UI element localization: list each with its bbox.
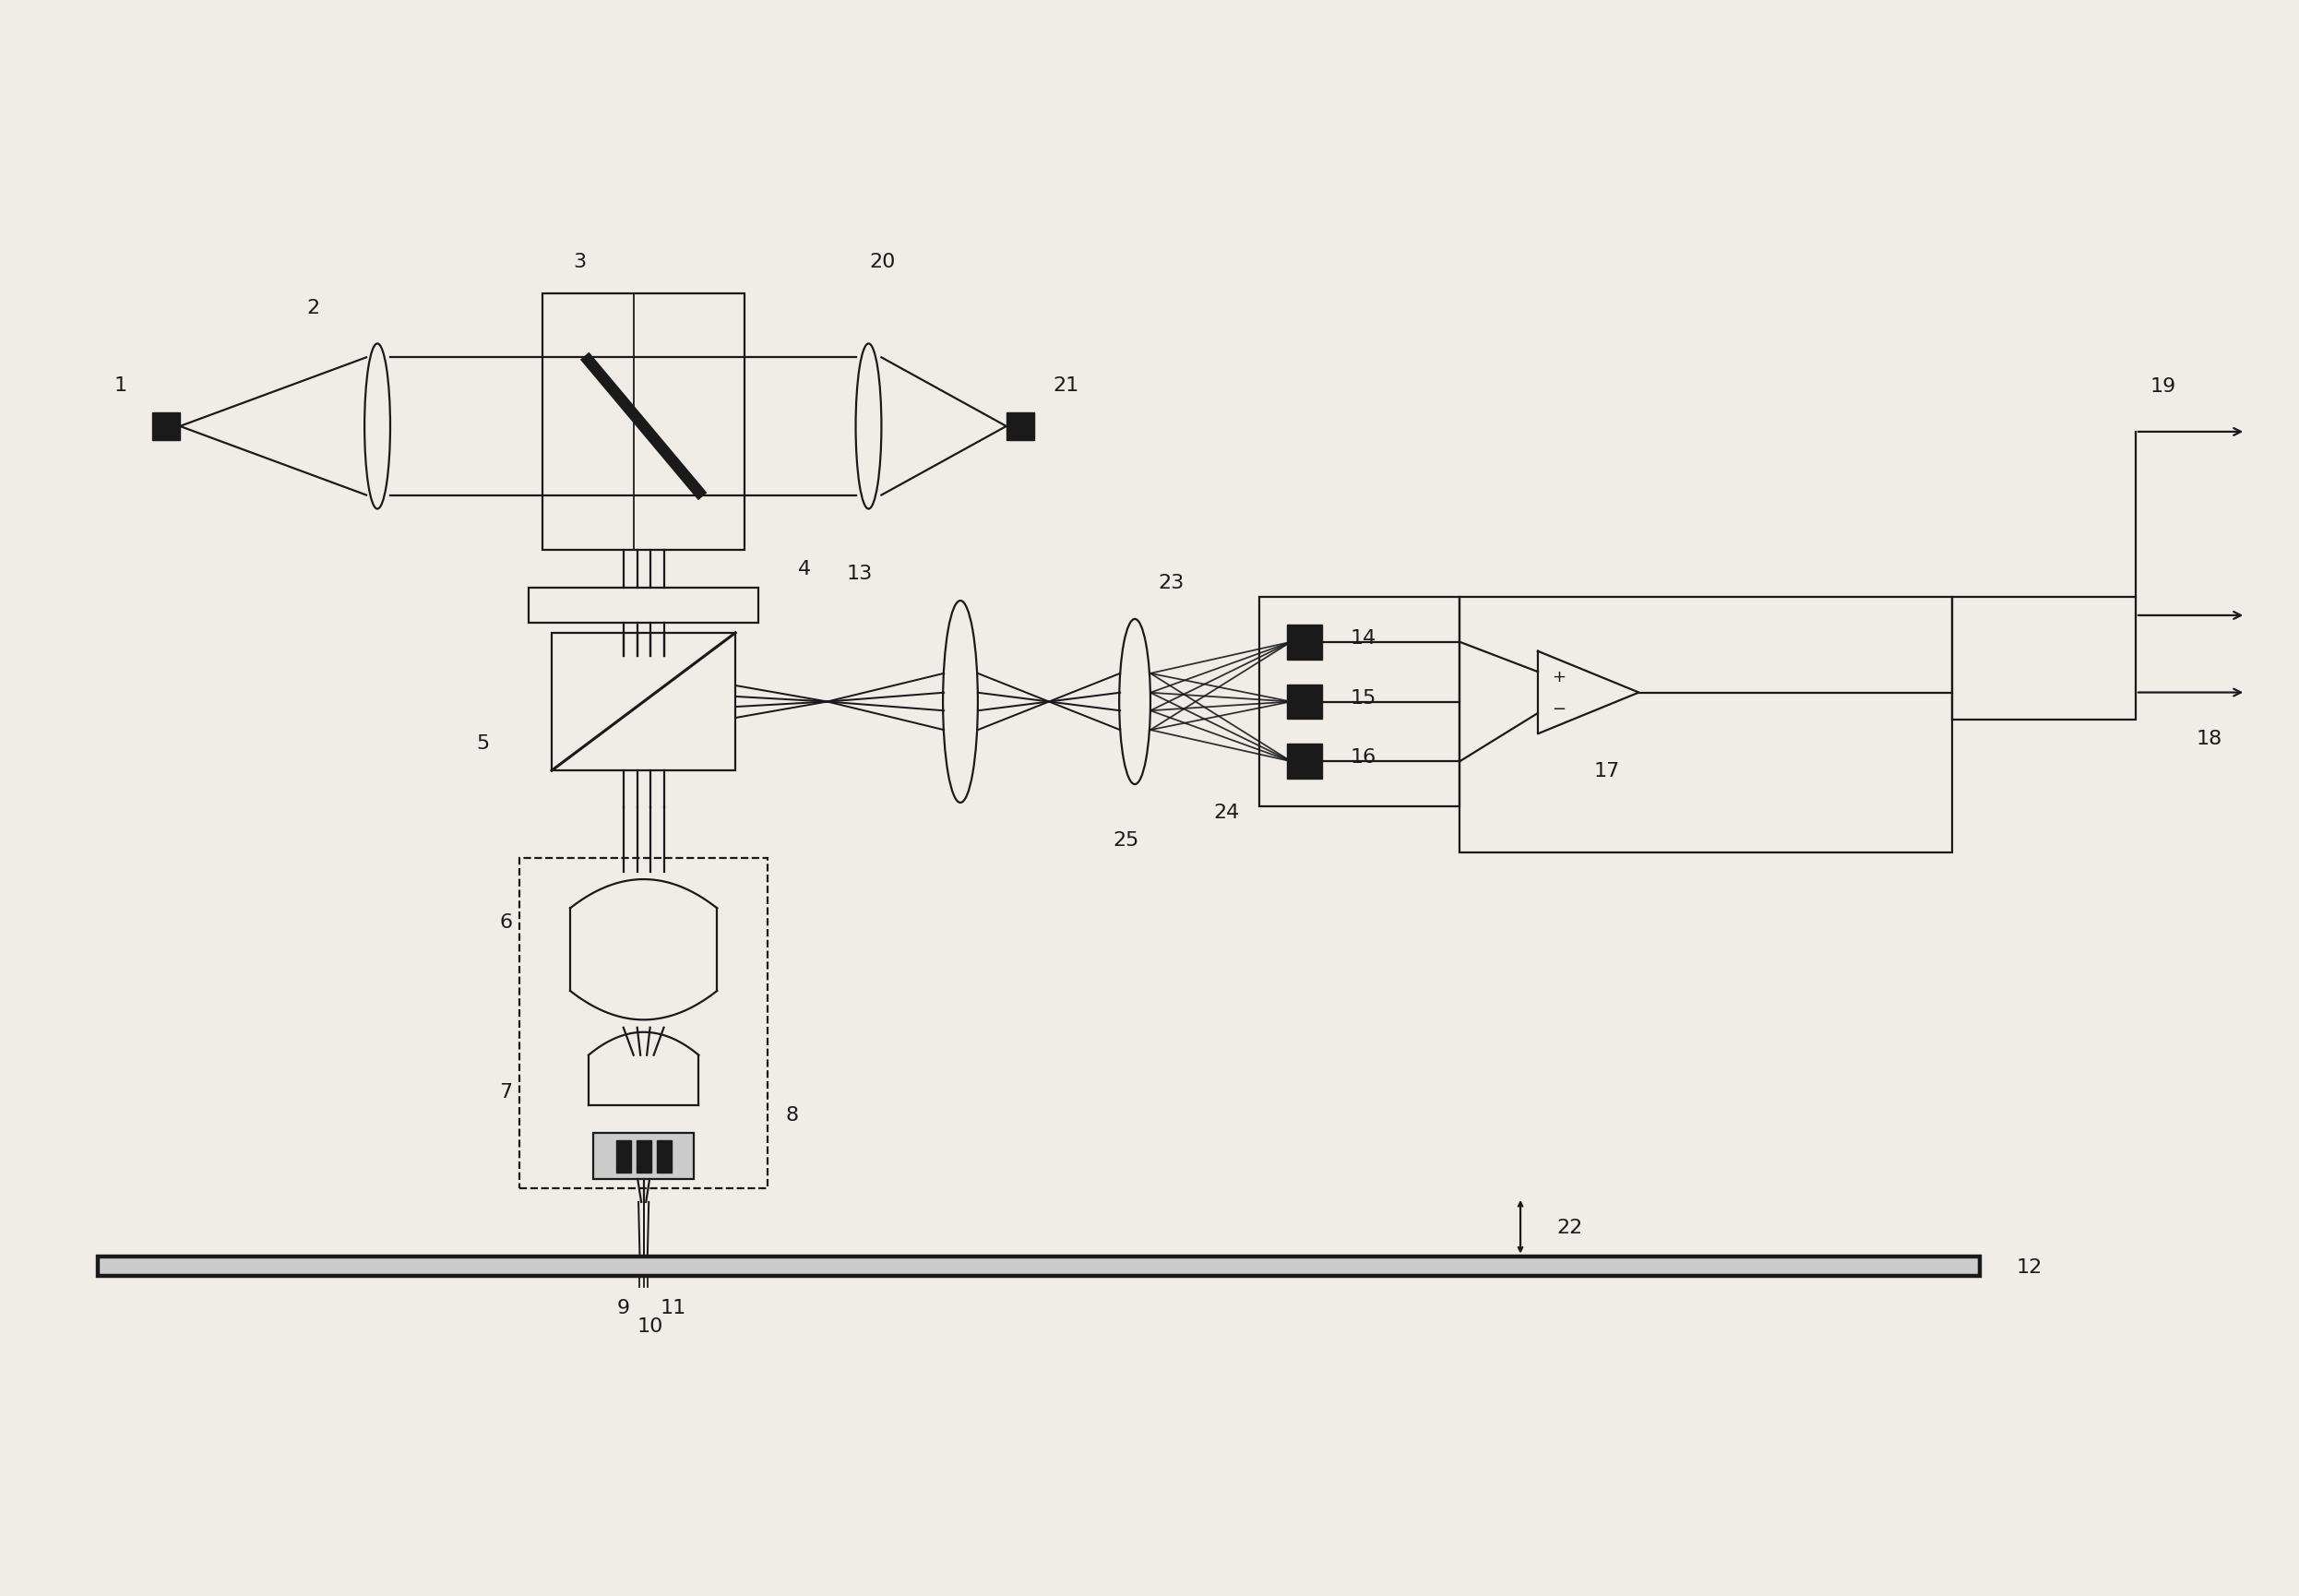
Text: 19: 19: [2150, 377, 2177, 396]
Bar: [1287, 685, 1322, 720]
Text: 22: 22: [1556, 1218, 1584, 1237]
Text: 24: 24: [1214, 803, 1239, 822]
Text: 21: 21: [1053, 377, 1078, 394]
Bar: [520, 859, 768, 1189]
Bar: [97, 1256, 1979, 1277]
Text: 12: 12: [2016, 1258, 2042, 1275]
Text: 23: 23: [1159, 573, 1184, 592]
Text: 1: 1: [113, 377, 126, 394]
Text: 18: 18: [2196, 729, 2223, 749]
Text: 2: 2: [306, 298, 320, 316]
Text: 6: 6: [499, 913, 513, 932]
Text: 14: 14: [1350, 629, 1377, 646]
Text: +: +: [1552, 669, 1566, 685]
Text: 13: 13: [846, 565, 871, 583]
Bar: [1287, 744, 1322, 779]
Bar: [1007, 413, 1035, 440]
Text: 5: 5: [476, 734, 490, 753]
Text: 15: 15: [1350, 688, 1377, 707]
Text: −: −: [1552, 701, 1566, 718]
Bar: [658, 1141, 671, 1173]
Bar: [1287, 626, 1322, 659]
Text: 4: 4: [798, 560, 812, 578]
Bar: [529, 589, 759, 622]
Bar: [152, 413, 179, 440]
Text: 25: 25: [1113, 830, 1138, 849]
Bar: [552, 634, 736, 771]
Text: 10: 10: [637, 1317, 662, 1336]
Text: 20: 20: [869, 252, 894, 271]
Bar: [616, 1141, 630, 1173]
Bar: [543, 294, 745, 551]
Text: 9: 9: [616, 1299, 630, 1317]
Bar: [593, 1133, 694, 1179]
Text: 16: 16: [1350, 749, 1377, 766]
Bar: [637, 1141, 651, 1173]
Text: 7: 7: [499, 1082, 513, 1101]
Bar: [1952, 597, 2136, 720]
Text: 11: 11: [660, 1299, 685, 1317]
Text: 8: 8: [786, 1106, 800, 1124]
Text: 3: 3: [572, 252, 586, 271]
Bar: [1260, 597, 1460, 806]
Bar: [1460, 597, 1952, 852]
Text: 17: 17: [1593, 761, 1621, 780]
